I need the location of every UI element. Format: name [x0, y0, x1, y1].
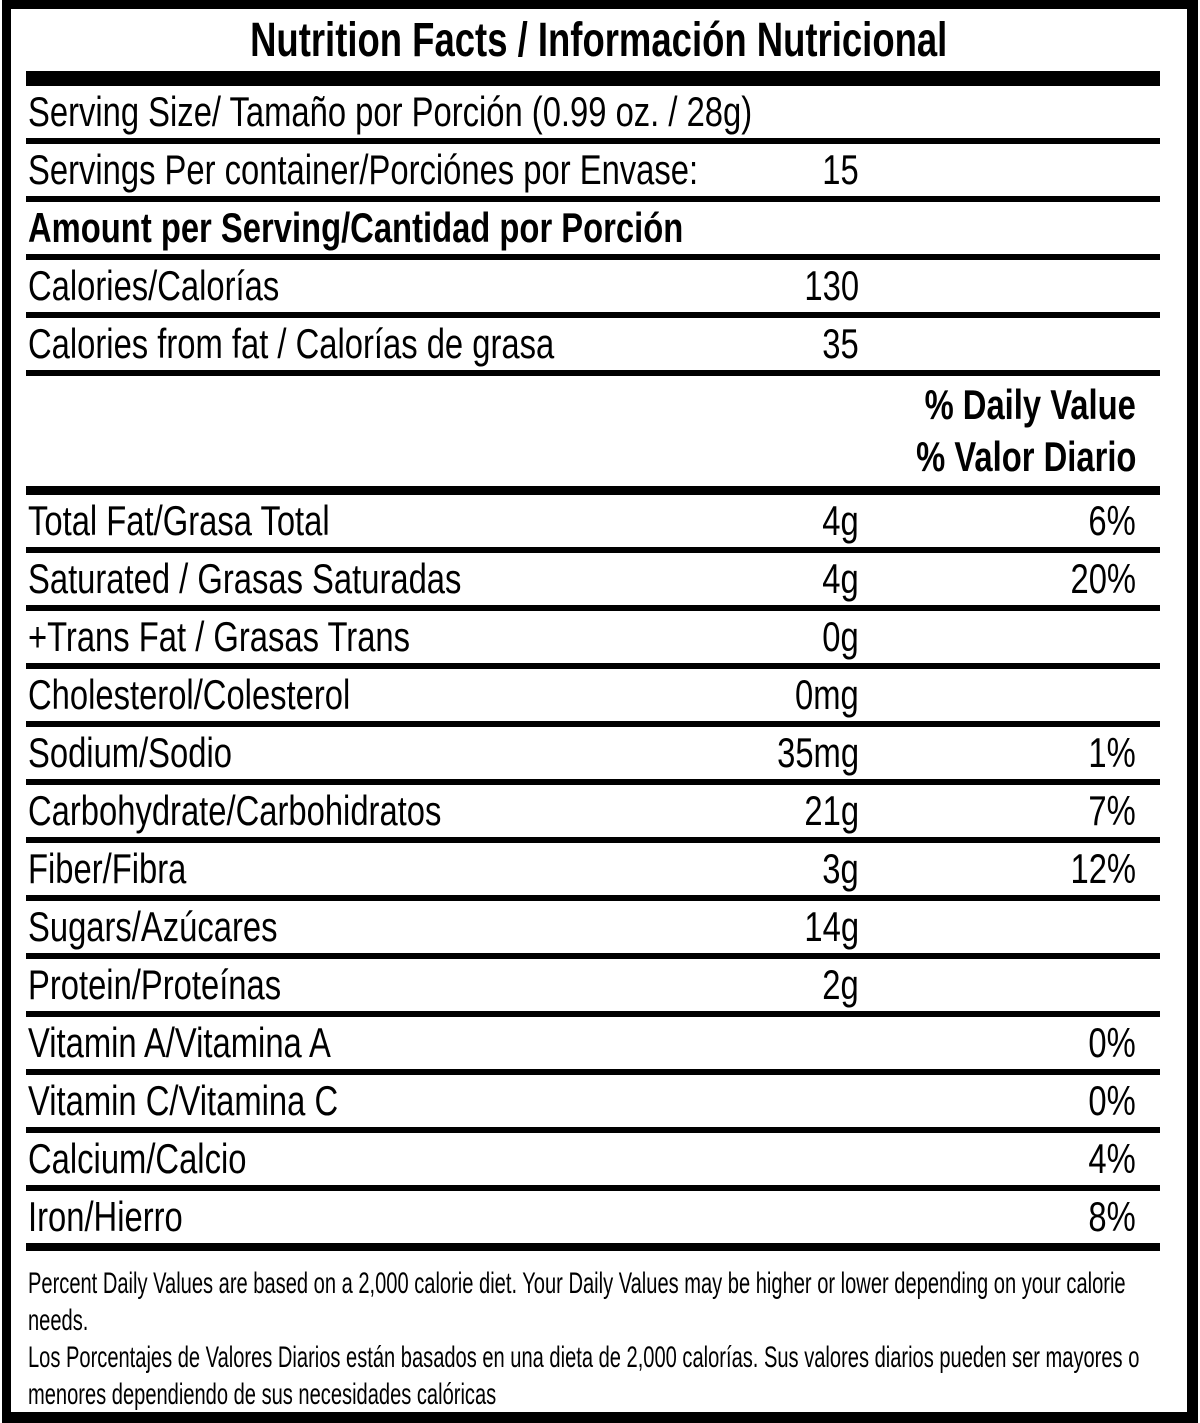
- row-saturated-fat: Saturated / Grasas Saturadas 4g 20%: [11, 553, 1187, 605]
- nutrient-label: Vitamin A/Vitamina A: [28, 1019, 331, 1066]
- calories-value: 130: [804, 262, 859, 309]
- calories-from-fat-value: 35: [822, 320, 859, 367]
- nutrient-amount: 0g: [822, 613, 859, 660]
- row-cholesterol: Cholesterol/Colesterol 0mg: [11, 669, 1187, 721]
- nutrient-amount: 2g: [822, 961, 859, 1008]
- daily-value-header: % Daily Value % Valor Diario: [11, 376, 1187, 486]
- nutrient-label: Carbohydrate/Carbohidratos: [28, 787, 442, 834]
- row-trans-fat: +Trans Fat / Grasas Trans 0g: [11, 611, 1187, 663]
- divider: [26, 663, 1160, 669]
- row-vitamin-a: Vitamin A/Vitamina A 0%: [11, 1017, 1187, 1069]
- nutrient-label: Protein/Proteínas: [28, 961, 282, 1008]
- nutrient-label: Cholesterol/Colesterol: [28, 671, 351, 718]
- servings-label: Servings Per container/Porciónes por Env…: [28, 146, 699, 193]
- divider: [26, 138, 1160, 144]
- divider: [26, 837, 1160, 843]
- row-protein: Protein/Proteínas 2g: [11, 959, 1187, 1011]
- divider: [26, 254, 1160, 260]
- divider: [26, 547, 1160, 553]
- row-sugars: Sugars/Azúcares 14g: [11, 901, 1187, 953]
- row-carbohydrate: Carbohydrate/Carbohidratos 21g 7%: [11, 785, 1187, 837]
- daily-value-header-en: % Daily Value: [924, 381, 1136, 428]
- serving-size-label: Serving Size/ Tamaño por Porción (0.99 o…: [28, 88, 753, 135]
- divider: [26, 1185, 1160, 1191]
- nutrient-amount: 0mg: [795, 671, 859, 718]
- servings-count: 15: [822, 146, 859, 193]
- calories-label: Calories/Calorías: [28, 262, 280, 309]
- divider: [26, 953, 1160, 959]
- divider: [26, 605, 1160, 611]
- nutrient-percent: 8%: [1088, 1193, 1136, 1240]
- row-vitamin-c: Vitamin C/Vitamina C 0%: [11, 1075, 1187, 1127]
- nutrient-percent: 12%: [1070, 845, 1136, 892]
- footer-separator-bar: [26, 1243, 1160, 1251]
- divider: [26, 721, 1160, 727]
- divider: [26, 196, 1160, 202]
- row-amount-per-serving: Amount per Serving/Cantidad por Porción: [11, 202, 1187, 254]
- nutrient-label: Iron/Hierro: [28, 1193, 183, 1240]
- nutrient-label: Calcium/Calcio: [28, 1135, 247, 1182]
- row-total-fat: Total Fat/Grasa Total 4g 6%: [11, 495, 1187, 547]
- divider: [26, 779, 1160, 785]
- row-iron: Iron/Hierro 8%: [11, 1191, 1187, 1243]
- nutrient-label: Fiber/Fibra: [28, 845, 187, 892]
- serving-size-cell: Serving Size/ Tamaño por Porción (0.99 o…: [28, 86, 752, 138]
- nutrient-amount: 4g: [822, 497, 859, 544]
- row-servings-per-container: Servings Per container/Porciónes por Env…: [11, 144, 1187, 196]
- calories-from-fat-label: Calories from fat / Calorías de grasa: [28, 320, 555, 367]
- nutrient-label: Saturated / Grasas Saturadas: [28, 555, 462, 602]
- section-separator-bar: [26, 486, 1160, 495]
- nutrient-percent: 20%: [1070, 555, 1136, 602]
- row-fiber: Fiber/Fibra 3g 12%: [11, 843, 1187, 895]
- divider: [26, 1011, 1160, 1017]
- nutrient-percent: 7%: [1088, 787, 1136, 834]
- divider: [26, 1069, 1160, 1075]
- label-header: Nutrition Facts / Información Nutriciona…: [11, 9, 1187, 71]
- footnote-es: Los Porcentajes de Valores Diarios están…: [28, 1341, 1140, 1411]
- divider: [26, 312, 1160, 318]
- nutrient-label: Sodium/Sodio: [28, 729, 232, 776]
- daily-value-header-es: % Valor Diario: [915, 433, 1136, 480]
- nutrient-label: Total Fat/Grasa Total: [28, 497, 330, 544]
- nutrient-percent: 6%: [1088, 497, 1136, 544]
- nutrient-label: Vitamin C/Vitamina C: [28, 1077, 339, 1124]
- footnote-en: Percent Daily Values are based on a 2,00…: [28, 1267, 1126, 1337]
- row-calcium: Calcium/Calcio 4%: [11, 1133, 1187, 1185]
- nutrient-amount: 14g: [804, 903, 859, 950]
- divider: [26, 370, 1160, 376]
- row-calories-from-fat: Calories from fat / Calorías de grasa 35: [11, 318, 1187, 370]
- nutrient-percent: 0%: [1088, 1077, 1136, 1124]
- nutrient-label: +Trans Fat / Grasas Trans: [28, 613, 411, 660]
- nutrient-amount: 3g: [822, 845, 859, 892]
- nutrient-label: Sugars/Azúcares: [28, 903, 278, 950]
- page-title: Nutrition Facts / Información Nutriciona…: [250, 13, 948, 67]
- row-sodium: Sodium/Sodio 35mg 1%: [11, 727, 1187, 779]
- nutrient-amount: 35mg: [777, 729, 859, 776]
- nutrient-percent: 4%: [1088, 1135, 1136, 1182]
- nutrient-amount: 4g: [822, 555, 859, 602]
- divider: [26, 1127, 1160, 1133]
- footnotes: Percent Daily Values are based on a 2,00…: [11, 1251, 1187, 1412]
- nutrient-amount: 21g: [804, 787, 859, 834]
- nutrient-percent: 1%: [1088, 729, 1136, 776]
- title-separator-bar: [26, 71, 1160, 86]
- row-calories: Calories/Calorías 130: [11, 260, 1187, 312]
- amount-per-serving-label: Amount per Serving/Cantidad por Porción: [28, 204, 684, 251]
- divider: [26, 895, 1160, 901]
- nutrient-percent: 0%: [1088, 1019, 1136, 1066]
- row-serving-size: Serving Size/ Tamaño por Porción (0.99 o…: [11, 86, 1187, 138]
